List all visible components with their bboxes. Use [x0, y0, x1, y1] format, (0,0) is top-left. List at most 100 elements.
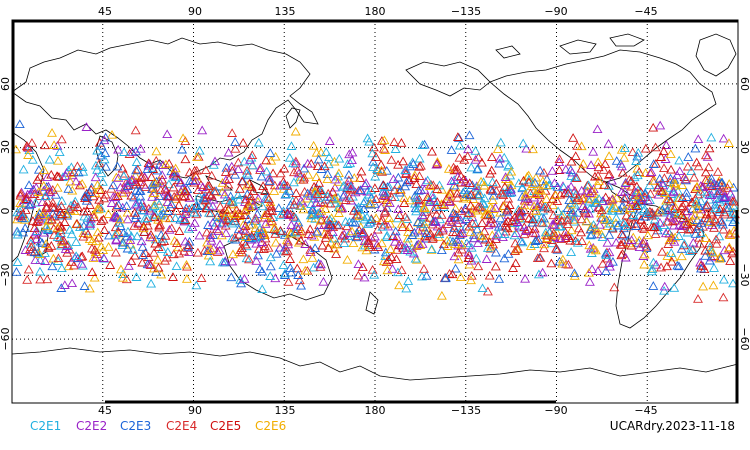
- occultation-marker: [560, 164, 571, 174]
- occultation-marker: [52, 140, 63, 150]
- occultation-marker: [162, 129, 173, 139]
- occultation-marker: [257, 201, 268, 211]
- occultation-marker: [302, 158, 313, 168]
- occultation-marker: [117, 272, 128, 282]
- occultation-marker: [576, 163, 587, 173]
- occultation-marker: [280, 268, 290, 278]
- occultation-marker: [99, 154, 110, 164]
- occultation-marker: [486, 241, 497, 251]
- occultation-marker: [587, 264, 598, 273]
- occultation-marker: [376, 238, 387, 248]
- occultation-marker: [630, 187, 641, 197]
- occultation-marker: [477, 218, 488, 227]
- occultation-marker: [117, 187, 127, 197]
- occultation-marker: [226, 272, 237, 282]
- occultation-marker: [584, 208, 594, 218]
- occultation-marker: [452, 188, 463, 198]
- occultation-marker: [503, 249, 514, 258]
- occultation-marker: [347, 216, 358, 226]
- occultation-marker: [509, 212, 520, 222]
- occultation-marker: [30, 227, 41, 237]
- occultation-marker: [126, 256, 137, 266]
- occultation-marker: [455, 272, 466, 282]
- occultation-marker: [567, 167, 578, 177]
- occultation-marker: [363, 238, 374, 248]
- occultation-marker: [299, 172, 310, 182]
- occultation-marker: [444, 191, 455, 201]
- occultation-marker: [230, 143, 241, 153]
- occultation-marker: [382, 197, 393, 207]
- occultation-marker: [638, 205, 649, 215]
- occultation-marker: [546, 258, 557, 268]
- occultation-marker: [345, 184, 356, 194]
- occultation-marker: [365, 185, 376, 195]
- occultation-marker: [312, 189, 323, 198]
- occultation-marker: [200, 165, 211, 175]
- occultation-marker: [121, 201, 132, 210]
- occultation-marker: [650, 229, 661, 238]
- occultation-marker: [661, 140, 672, 149]
- occultation-marker: [72, 218, 82, 228]
- occultation-marker: [728, 200, 739, 210]
- occultation-marker: [89, 212, 99, 222]
- occultation-marker: [77, 178, 88, 188]
- occultation-marker: [424, 181, 435, 190]
- occultation-marker: [348, 238, 359, 248]
- occultation-marker: [534, 190, 545, 200]
- lat-tick-label: −30: [738, 263, 750, 286]
- occultation-marker: [268, 212, 279, 222]
- occultation-marker: [184, 176, 195, 185]
- occultation-marker: [235, 245, 246, 254]
- occultation-marker: [708, 247, 718, 257]
- occultation-marker: [244, 178, 255, 188]
- occultation-marker: [665, 149, 676, 158]
- occultation-marker: [471, 182, 482, 192]
- occultation-marker: [142, 213, 153, 223]
- occultation-marker: [714, 253, 725, 263]
- occultation-marker: [364, 189, 374, 199]
- occultation-marker: [92, 180, 103, 189]
- occultation-marker: [324, 220, 335, 230]
- occultation-marker: [239, 273, 250, 283]
- occultation-marker: [22, 142, 33, 152]
- occultation-marker: [183, 223, 194, 233]
- occultation-marker: [693, 189, 704, 199]
- occultation-marker: [570, 151, 581, 161]
- occultation-marker: [590, 245, 601, 255]
- occultation-marker: [216, 230, 227, 240]
- occultation-marker: [714, 231, 725, 241]
- occultation-marker: [389, 137, 400, 146]
- occultation-marker: [407, 230, 418, 239]
- occultation-marker: [166, 223, 177, 233]
- occultation-marker: [230, 137, 241, 146]
- occultation-marker: [92, 145, 103, 155]
- occultation-marker: [656, 152, 667, 161]
- occultation-marker: [289, 199, 300, 209]
- occultation-marker: [554, 154, 565, 163]
- occultation-marker: [240, 194, 251, 204]
- occultation-marker: [248, 201, 259, 211]
- occultation-marker: [404, 195, 415, 205]
- coast-antarctica: [11, 347, 739, 381]
- occultation-marker: [380, 206, 391, 216]
- occultation-marker: [171, 238, 182, 247]
- occultation-marker: [325, 237, 336, 247]
- occultation-marker: [285, 263, 296, 272]
- occultation-marker: [505, 185, 516, 195]
- occultation-marker: [558, 209, 569, 219]
- occultation-marker: [663, 239, 674, 248]
- occultation-marker: [278, 176, 289, 186]
- occultation-marker: [541, 180, 552, 190]
- occultation-marker: [302, 188, 313, 198]
- occultation-marker: [706, 132, 717, 142]
- occultation-marker: [323, 188, 334, 198]
- coast-japan: [285, 107, 301, 129]
- occultation-marker: [410, 253, 421, 263]
- occultation-marker: [206, 190, 217, 200]
- occultation-marker: [517, 182, 528, 192]
- occultation-marker: [626, 240, 637, 250]
- occultation-marker: [311, 172, 322, 181]
- occultation-marker: [183, 241, 194, 251]
- occultation-marker: [693, 294, 703, 303]
- occultation-marker: [538, 218, 549, 228]
